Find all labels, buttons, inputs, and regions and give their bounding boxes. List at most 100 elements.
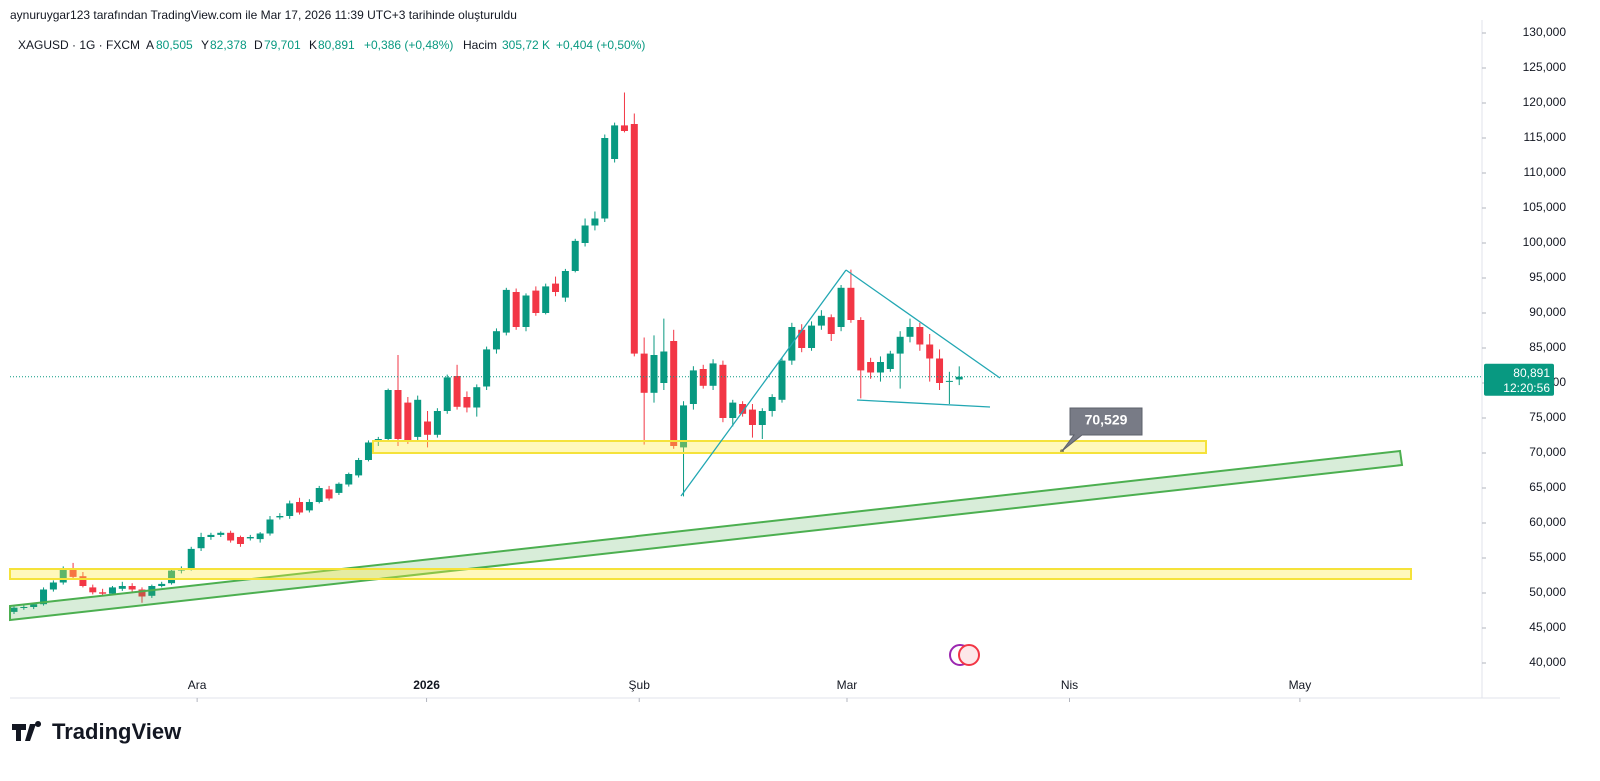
trend-line [856,399,991,408]
legend: XAGUSD · 1G · FXCM A 80,505 Y 82,378 D 7… [18,38,645,52]
candle-body [552,283,560,292]
y-tick-label: 130,000 [1523,25,1567,39]
candle-body [630,124,638,354]
candle-body [611,125,619,159]
y-tick-label: 90,000 [1529,305,1566,319]
candle-body [89,587,97,593]
candle-body [916,327,924,345]
candle-body [99,592,107,594]
candle-body [601,138,609,219]
x-tick-label: 2026 [413,678,440,692]
candle-body [542,286,550,313]
trend-line [680,269,847,497]
candle-body [364,442,372,460]
zone [372,440,1207,454]
candle-body [483,349,491,387]
callout-label: 70,529 [1085,412,1128,428]
candle-body [502,289,510,333]
candle-body [108,587,116,594]
candle-body [857,320,865,371]
candle-body [394,390,402,439]
candle-body [709,363,717,386]
candle-body [217,532,225,535]
price-tag [1484,363,1554,396]
candle-body [581,225,589,243]
candle-body [719,364,727,418]
candle-body [561,271,569,298]
candle-body [315,488,323,502]
candle-body [847,287,855,320]
y-tick-label: 100,000 [1523,235,1567,249]
candle-body [256,533,264,540]
x-tick-label: Mar [837,678,858,692]
candle-body [522,295,530,327]
x-tick-label: Şub [629,678,651,692]
legend-change: +0,386 (+0,48%) [364,38,453,52]
candle-body [945,380,953,382]
candle-body [207,534,215,537]
candle-body [384,390,392,439]
candle-body [414,399,422,437]
candle-body [817,315,825,326]
callout [1061,407,1143,452]
candle-body [40,589,48,605]
trend-line [845,269,1001,379]
candle-body [59,568,67,583]
candle-body [739,404,747,414]
y-tick-label: 115,000 [1524,130,1567,144]
candle-body [30,604,38,607]
plot [10,32,1486,702]
candle-body [453,376,461,407]
candle-body [69,568,77,577]
price-label: 80,891 [1513,366,1550,380]
y-tick-label: 70,000 [1529,445,1566,459]
candle-body [827,317,835,334]
legend-value: 82,378 [210,38,247,52]
candle-body [620,125,628,131]
legend-value: 305,72 K [502,38,550,52]
y-tick-label: 55,000 [1529,550,1566,564]
legend-value: 80,891 [318,38,355,52]
candle-body [886,353,894,369]
candle-body [236,537,244,544]
legend-symbol: XAGUSD · 1G · FXCM [18,38,140,52]
y-tick-label: 45,000 [1529,620,1566,634]
legend-key: A [146,38,154,52]
x-tick-label: May [1289,678,1312,692]
candle-body [10,607,18,612]
candle-body [197,537,205,549]
y-tick-label: 95,000 [1529,270,1566,284]
brand-name: TradingView [52,719,182,744]
candle-body [473,387,481,408]
y-tick-label: 120,000 [1523,95,1567,109]
candle-body [936,358,944,383]
candle-body [296,502,304,513]
icon [958,644,980,666]
candle-body [926,344,934,359]
candle-body [424,421,432,435]
legend-key: D [254,38,263,52]
legend-value: 80,505 [156,38,193,52]
brand: TradingView [12,719,182,744]
candle-body [305,502,313,511]
legend-key: Y [201,38,209,52]
x-tick-label: Ara [188,678,207,692]
candle-body [906,327,914,337]
candle-body [276,516,284,518]
candle-body [118,586,126,589]
candle-body [158,583,166,586]
candle-body [571,240,579,271]
countdown: 12:20:56 [1503,381,1550,395]
y-tick-label: 50,000 [1529,585,1566,599]
candle-body [748,409,756,425]
candle-body [325,489,333,499]
candle-body [955,376,963,380]
candle-body [896,336,904,354]
y-tick-label: 85,000 [1529,340,1566,354]
candle-body [246,537,254,539]
candle-body [227,532,235,541]
candle-body [443,377,451,411]
legend-change: +0,404 (+0,50%) [556,38,645,52]
channel [9,449,1404,622]
candle-body [532,290,540,313]
